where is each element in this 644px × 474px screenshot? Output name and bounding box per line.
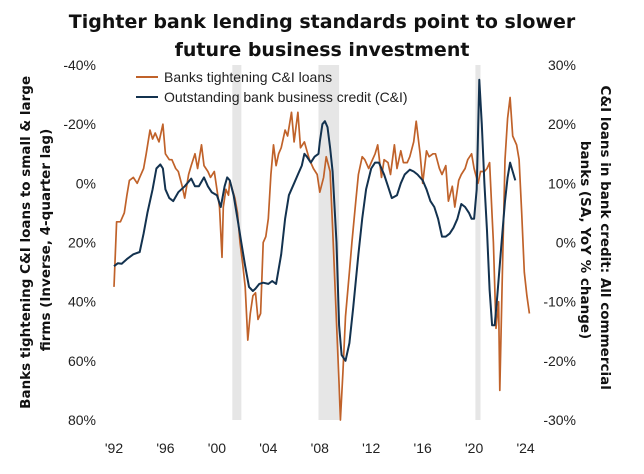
legend-label-bank-credit: Outstanding bank business credit (C&I) [164,89,408,105]
x-tick-label: '20 [465,440,483,456]
x-tick-label: '12 [362,440,380,456]
right-axis-label-line-1: C&I loans in bank credit: All commercial [597,85,613,389]
right-axis-ticks: 30% 20% 10% 0% -10% -20% -30% [543,57,576,428]
left-tick-label: 40% [68,294,96,310]
left-tick-label: 0% [76,175,96,191]
legend: Banks tightening C&I loans Outstanding b… [136,69,408,105]
right-tick-label: 0% [556,235,576,251]
right-axis-label: C&I loans in bank credit: All commercial… [577,85,613,394]
recession-bands [232,65,481,420]
chart-title-line-1: Tighter bank lending standards point to … [68,11,576,33]
recession-band [232,65,242,420]
right-tick-label: 30% [548,57,576,73]
recession-band [475,65,481,420]
right-axis-label-line-2: banks (SA, YoY % change) [577,141,593,339]
x-tick-label: '24 [516,440,534,456]
x-tick-label: '96 [156,440,174,456]
series-line-banks-tightening [113,96,531,421]
left-tick-label: 60% [68,353,96,369]
x-tick-label: '00 [208,440,226,456]
right-tick-label: 10% [548,175,576,191]
x-tick-label: '04 [259,440,277,456]
x-tick-label: '16 [414,440,432,456]
chart-title: Tighter bank lending standards point to … [0,8,644,64]
left-axis-label-line-2: firms (Inverse, 4-quarter lag) [38,129,54,351]
right-tick-label: -30% [543,412,576,428]
left-tick-label: 80% [68,412,96,428]
left-axis-ticks: -40% -20% 0% 20% 40% 60% 80% [63,57,96,428]
legend-label-banks-tightening: Banks tightening C&I loans [164,69,332,85]
x-tick-label: '92 [105,440,123,456]
right-tick-label: -20% [543,353,576,369]
right-tick-label: 20% [548,116,576,132]
recession-band [318,65,340,420]
x-tick-label: '08 [311,440,329,456]
left-tick-label: -20% [63,116,96,132]
left-axis-label-line-1: Banks tightening C&I loans to small & la… [18,76,34,409]
left-axis-label: Banks tightening C&I loans to small & la… [18,71,54,409]
series-lines [113,78,531,421]
left-tick-label: 20% [68,235,96,251]
chart-title-line-2: future business investment [174,39,470,61]
right-tick-label: -10% [543,294,576,310]
left-tick-label: -40% [63,57,96,73]
x-axis-ticks: '92 '96 '00 '04 '08 '12 '16 '20 '24 [105,440,535,456]
series-line-bank-credit [113,78,517,362]
